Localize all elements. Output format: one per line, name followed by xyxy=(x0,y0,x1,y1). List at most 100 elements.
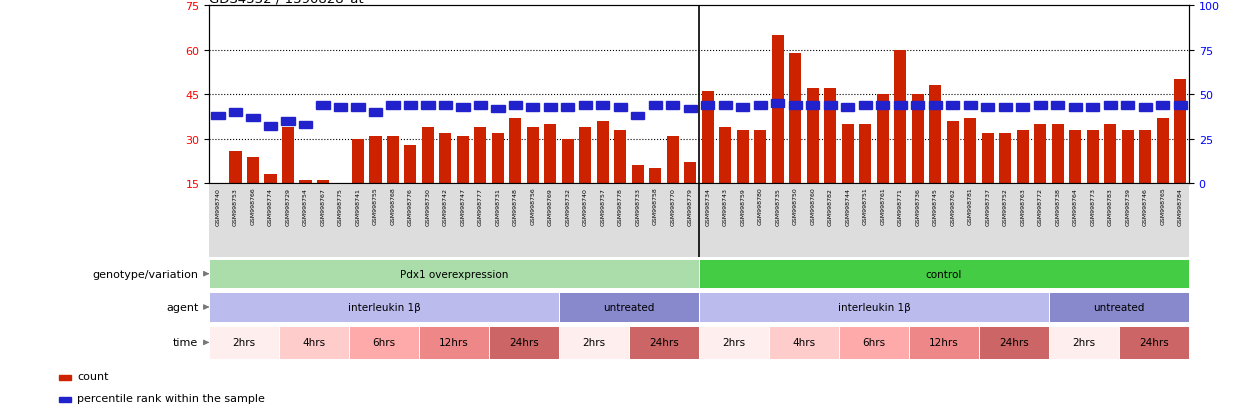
Bar xyxy=(299,121,312,129)
Bar xyxy=(911,95,924,184)
Bar xyxy=(264,123,278,131)
Bar xyxy=(352,140,364,184)
Bar xyxy=(229,151,242,184)
Bar xyxy=(299,181,311,184)
Bar xyxy=(405,145,417,184)
Bar xyxy=(824,102,837,109)
Bar xyxy=(527,128,539,184)
Bar xyxy=(527,104,539,111)
Bar xyxy=(807,89,819,184)
Bar xyxy=(789,54,802,184)
Text: GSM998781: GSM998781 xyxy=(967,187,972,225)
Bar xyxy=(1050,292,1189,323)
Text: GSM998767: GSM998767 xyxy=(320,187,325,225)
Bar xyxy=(894,102,906,109)
Bar xyxy=(737,131,749,184)
Bar xyxy=(685,163,696,184)
Bar xyxy=(559,326,629,359)
Text: GSM998752: GSM998752 xyxy=(1002,187,1007,225)
Bar xyxy=(631,112,645,120)
Bar xyxy=(209,292,559,323)
Text: GSM998743: GSM998743 xyxy=(723,187,728,225)
Bar xyxy=(842,104,854,111)
Bar xyxy=(788,102,802,109)
Text: GSM998779: GSM998779 xyxy=(687,187,692,225)
Bar xyxy=(59,375,71,380)
Bar xyxy=(370,136,381,184)
Bar xyxy=(702,92,713,184)
Text: GSM998775: GSM998775 xyxy=(337,187,342,225)
Bar xyxy=(614,104,627,111)
Bar xyxy=(316,102,330,109)
Bar xyxy=(964,102,977,109)
Bar xyxy=(894,50,906,184)
Text: GSM998776: GSM998776 xyxy=(408,187,413,225)
Bar xyxy=(736,104,749,111)
Text: genotype/variation: genotype/variation xyxy=(92,269,198,279)
Text: GSM998730: GSM998730 xyxy=(426,187,431,225)
Text: GSM998748: GSM998748 xyxy=(513,187,518,225)
Bar xyxy=(1120,102,1134,109)
Bar xyxy=(1069,131,1082,184)
Text: GSM998737: GSM998737 xyxy=(985,187,990,225)
Text: GSM998740: GSM998740 xyxy=(583,187,588,225)
Text: GSM998735: GSM998735 xyxy=(776,187,781,225)
Bar xyxy=(544,104,557,111)
Bar xyxy=(1016,104,1030,111)
Text: 24hrs: 24hrs xyxy=(1139,337,1169,348)
Bar xyxy=(698,326,769,359)
Bar xyxy=(1050,326,1119,359)
Bar xyxy=(859,102,872,109)
Bar xyxy=(754,131,767,184)
Text: 12hrs: 12hrs xyxy=(439,337,469,348)
Text: GSM998751: GSM998751 xyxy=(863,187,868,225)
Text: GSM998760: GSM998760 xyxy=(810,187,815,225)
Bar xyxy=(649,169,661,184)
Bar xyxy=(247,114,259,122)
Bar xyxy=(1086,104,1099,111)
Bar xyxy=(1174,102,1186,109)
Bar xyxy=(629,326,700,359)
Bar xyxy=(842,125,854,184)
Text: GSM998729: GSM998729 xyxy=(285,187,290,225)
Text: GSM998740: GSM998740 xyxy=(215,187,220,225)
Bar xyxy=(1033,102,1047,109)
Bar xyxy=(614,131,626,184)
Bar xyxy=(929,86,941,184)
Bar xyxy=(698,260,1189,288)
Bar xyxy=(929,102,942,109)
Text: percentile rank within the sample: percentile rank within the sample xyxy=(77,393,265,403)
Text: GSM998764: GSM998764 xyxy=(1073,187,1078,225)
Bar xyxy=(316,181,329,184)
Bar xyxy=(666,102,680,109)
Bar xyxy=(946,121,959,184)
Bar xyxy=(859,125,872,184)
Text: 4hrs: 4hrs xyxy=(793,337,815,348)
Bar xyxy=(559,292,698,323)
Bar xyxy=(209,260,698,288)
Text: GSM998741: GSM998741 xyxy=(355,187,360,225)
Text: GSM998780: GSM998780 xyxy=(758,187,763,225)
Bar xyxy=(807,102,819,109)
Bar xyxy=(264,175,276,184)
Text: GSM998731: GSM998731 xyxy=(496,187,500,225)
Bar xyxy=(387,136,398,184)
Bar xyxy=(579,128,591,184)
Text: GSM998773: GSM998773 xyxy=(1091,187,1096,225)
Bar xyxy=(474,128,487,184)
Bar xyxy=(720,128,731,184)
Text: untreated: untreated xyxy=(1093,302,1144,312)
Text: GSM998738: GSM998738 xyxy=(1056,187,1061,225)
Text: GSM998766: GSM998766 xyxy=(250,187,255,225)
Bar xyxy=(667,136,679,184)
Text: count: count xyxy=(77,372,108,382)
Bar xyxy=(438,102,452,109)
Text: GSM998733: GSM998733 xyxy=(635,187,640,225)
Bar xyxy=(1119,326,1189,359)
Bar xyxy=(1104,125,1117,184)
Bar xyxy=(509,102,522,109)
Bar xyxy=(876,95,889,184)
Bar xyxy=(509,119,522,184)
Bar xyxy=(701,102,715,109)
Text: 12hrs: 12hrs xyxy=(929,337,959,348)
